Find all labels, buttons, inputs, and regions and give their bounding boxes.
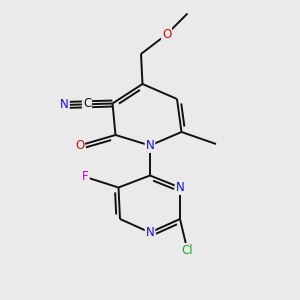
Text: N: N — [146, 139, 154, 152]
Text: N: N — [60, 98, 69, 112]
Text: F: F — [82, 170, 89, 184]
Text: C: C — [83, 97, 91, 110]
Text: O: O — [75, 139, 84, 152]
Text: N: N — [146, 226, 154, 239]
Text: Cl: Cl — [182, 244, 193, 257]
Text: N: N — [176, 181, 184, 194]
Text: O: O — [162, 28, 171, 41]
